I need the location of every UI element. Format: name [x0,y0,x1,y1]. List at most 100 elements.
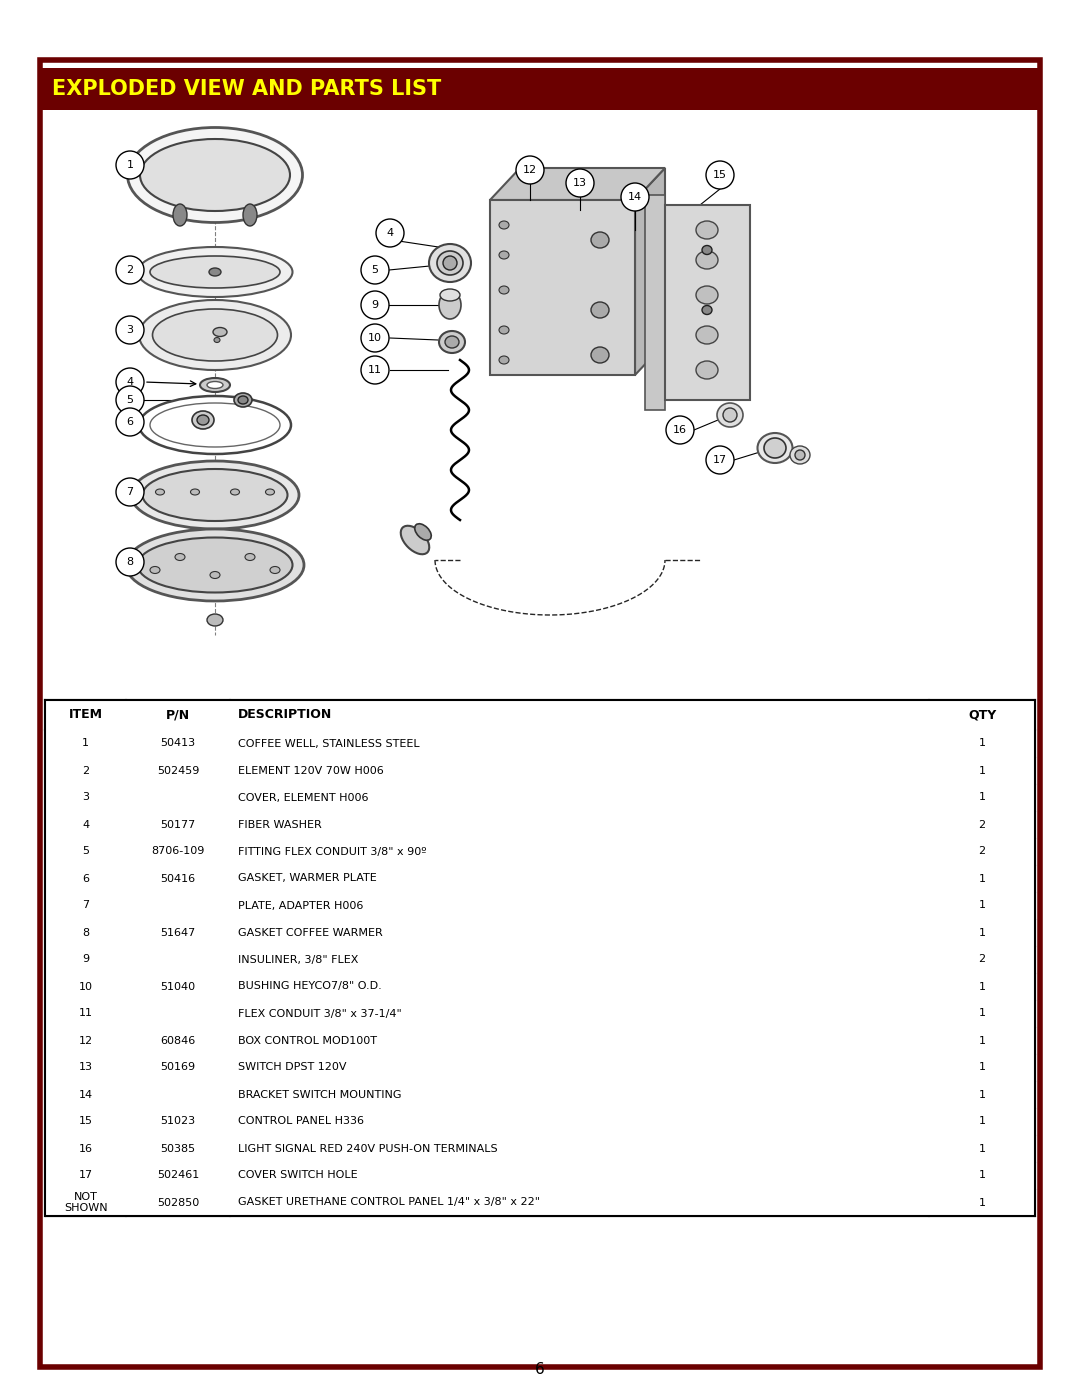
Text: 3: 3 [126,326,134,335]
FancyBboxPatch shape [490,200,635,374]
Polygon shape [635,168,665,374]
Circle shape [116,367,144,395]
Text: 14: 14 [79,1090,93,1099]
FancyBboxPatch shape [45,700,1035,1215]
Text: FLEX CONDUIT 3/8" x 37-1/4": FLEX CONDUIT 3/8" x 37-1/4" [238,1009,402,1018]
Text: 6: 6 [82,873,89,883]
Ellipse shape [717,402,743,427]
Text: 10: 10 [79,982,93,992]
Ellipse shape [139,300,291,370]
Text: 502850: 502850 [157,1197,200,1207]
Ellipse shape [152,309,278,360]
Text: 9: 9 [82,954,90,964]
Text: NOT
SHOWN: NOT SHOWN [64,1192,107,1213]
Circle shape [361,324,389,352]
Text: 1: 1 [978,901,986,911]
Ellipse shape [757,433,793,462]
Text: 50169: 50169 [161,1063,195,1073]
Text: 1: 1 [978,928,986,937]
Circle shape [116,408,144,436]
Text: EXPLODED VIEW AND PARTS LIST: EXPLODED VIEW AND PARTS LIST [52,80,442,99]
Circle shape [116,256,144,284]
Text: 4: 4 [387,228,393,237]
Ellipse shape [243,204,257,226]
Ellipse shape [415,524,431,541]
Ellipse shape [210,268,221,277]
Ellipse shape [190,489,200,495]
Text: 10: 10 [368,332,382,344]
Circle shape [116,478,144,506]
Ellipse shape [131,461,299,529]
Ellipse shape [150,567,160,574]
Text: 1: 1 [978,1116,986,1126]
Circle shape [666,416,694,444]
Text: 1: 1 [978,1171,986,1180]
Text: COVER SWITCH HOLE: COVER SWITCH HOLE [238,1171,357,1180]
Text: GASKET URETHANE CONTROL PANEL 1/4" x 3/8" x 22": GASKET URETHANE CONTROL PANEL 1/4" x 3/8… [238,1197,540,1207]
Ellipse shape [213,327,227,337]
FancyBboxPatch shape [40,68,1040,110]
Text: 8: 8 [82,928,90,937]
Text: 1: 1 [978,1035,986,1045]
Text: 1: 1 [978,982,986,992]
Text: 12: 12 [79,1035,93,1045]
Ellipse shape [445,337,459,348]
Text: 2: 2 [978,847,986,856]
Text: SWITCH DPST 120V: SWITCH DPST 120V [238,1063,347,1073]
Ellipse shape [795,450,805,460]
Text: CONTROL PANEL H336: CONTROL PANEL H336 [238,1116,364,1126]
Text: 12: 12 [523,165,537,175]
Text: 6: 6 [126,416,134,427]
Text: 2: 2 [126,265,134,275]
Ellipse shape [173,204,187,226]
Circle shape [361,256,389,284]
Text: 1: 1 [978,1090,986,1099]
Text: INSULINER, 3/8" FLEX: INSULINER, 3/8" FLEX [238,954,359,964]
Ellipse shape [696,221,718,239]
Text: 1: 1 [978,1063,986,1073]
Ellipse shape [437,251,463,275]
Text: GASKET COFFEE WARMER: GASKET COFFEE WARMER [238,928,383,937]
Circle shape [361,356,389,384]
Ellipse shape [499,326,509,334]
Text: COVER, ELEMENT H006: COVER, ELEMENT H006 [238,792,368,802]
Ellipse shape [230,489,240,495]
Text: 1: 1 [978,873,986,883]
FancyBboxPatch shape [645,196,665,409]
Text: 5: 5 [372,265,378,275]
Text: 8: 8 [126,557,134,567]
Ellipse shape [197,415,210,425]
Text: FITTING FLEX CONDUIT 3/8" x 90º: FITTING FLEX CONDUIT 3/8" x 90º [238,847,427,856]
Ellipse shape [192,411,214,429]
Ellipse shape [438,291,461,319]
Ellipse shape [429,244,471,282]
Circle shape [706,446,734,474]
Ellipse shape [214,338,220,342]
Text: 50385: 50385 [161,1144,195,1154]
Ellipse shape [438,331,465,353]
Text: 51647: 51647 [161,928,195,937]
Text: P/N: P/N [166,708,190,721]
Ellipse shape [200,379,230,393]
Ellipse shape [499,286,509,293]
Text: 4: 4 [126,377,134,387]
Ellipse shape [156,489,164,495]
Text: ITEM: ITEM [69,708,103,721]
Text: 11: 11 [79,1009,93,1018]
Ellipse shape [764,439,786,458]
Text: COFFEE WELL, STAINLESS STEEL: COFFEE WELL, STAINLESS STEEL [238,739,420,749]
Text: 502459: 502459 [157,766,200,775]
Text: 7: 7 [126,488,134,497]
Text: LIGHT SIGNAL RED 240V PUSH-ON TERMINALS: LIGHT SIGNAL RED 240V PUSH-ON TERMINALS [238,1144,498,1154]
Circle shape [376,219,404,247]
Text: FIBER WASHER: FIBER WASHER [238,820,322,830]
Text: 9: 9 [372,300,379,310]
Ellipse shape [702,306,712,314]
Ellipse shape [499,356,509,365]
Ellipse shape [401,525,429,555]
Text: 60846: 60846 [161,1035,195,1045]
Ellipse shape [591,346,609,363]
Text: 5: 5 [126,395,134,405]
Text: 50416: 50416 [161,873,195,883]
Ellipse shape [443,256,457,270]
